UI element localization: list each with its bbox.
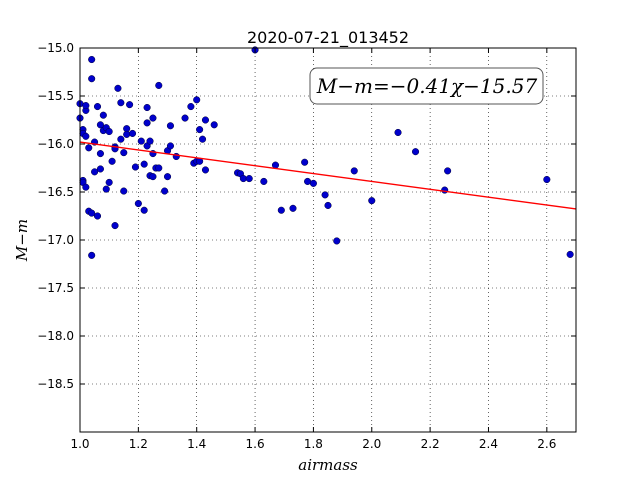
data-point: [93, 103, 102, 111]
data-point: [321, 191, 329, 199]
data-point: [93, 212, 102, 220]
chart-title: 2020-07-21_013452: [247, 28, 409, 48]
data-point: [543, 175, 551, 184]
data-point: [82, 132, 90, 140]
data-point: [82, 183, 90, 191]
x-tick-label: 2.6: [537, 437, 556, 451]
data-point: [140, 206, 148, 214]
y-tick-labels: −15.0 −15.5 −16.0 −16.5 −17.0 −17.5 −18.0 −18.5: [37, 41, 74, 391]
data-point: [324, 201, 332, 209]
data-point: [411, 148, 420, 156]
data-point: [85, 144, 93, 152]
data-point: [444, 167, 452, 175]
x-axis-label: airmass: [298, 456, 358, 474]
data-point: [137, 137, 145, 145]
data-point: [301, 158, 309, 166]
data-point: [88, 251, 96, 259]
data-point: [149, 114, 157, 122]
data-point: [163, 173, 172, 181]
data-point: [289, 204, 297, 212]
x-tick-label: 1.6: [246, 437, 265, 451]
data-point: [117, 135, 125, 143]
y-tick-label: −17.5: [37, 281, 74, 295]
data-point: [99, 111, 107, 119]
x-tick-label: 2.2: [421, 437, 440, 451]
data-point: [161, 187, 169, 195]
data-point: [181, 114, 189, 122]
data-point: [88, 55, 96, 64]
data-point: [193, 96, 201, 104]
x-tick-label: 2.4: [479, 437, 498, 451]
data-point: [88, 209, 96, 217]
data-point: [96, 121, 104, 129]
data-point: [210, 121, 218, 129]
data-point: [105, 178, 113, 186]
data-point: [102, 185, 110, 193]
axis-ticks: [79, 47, 576, 432]
data-point: [91, 168, 99, 176]
data-point: [155, 164, 163, 172]
data-point: [149, 173, 157, 181]
y-tick-label: −17.0: [37, 233, 74, 247]
data-point: [394, 128, 402, 137]
data-point: [108, 157, 116, 165]
data-point: [441, 186, 449, 194]
data-point: [166, 142, 174, 150]
x-tick-label: 1.0: [70, 437, 89, 451]
data-point: [111, 222, 119, 230]
data-point: [166, 122, 174, 130]
x-tick-label: 1.4: [187, 437, 206, 451]
data-point: [88, 75, 96, 83]
data-point: [96, 150, 104, 158]
data-point: [96, 165, 104, 173]
data-point: [143, 103, 151, 112]
y-axis-label: M−m: [13, 219, 31, 262]
annotation-box: [309, 67, 544, 105]
data-point: [105, 127, 113, 136]
data-point: [368, 197, 376, 205]
data-point: [131, 163, 139, 171]
y-tick-label: −16.5: [37, 185, 74, 199]
data-point: [187, 103, 195, 111]
data-point: [201, 116, 210, 124]
data-point: [333, 237, 341, 245]
data-point: [260, 177, 268, 185]
data-point: [277, 206, 285, 214]
data-point: [271, 161, 280, 169]
data-point: [566, 250, 574, 258]
data-point: [82, 102, 90, 110]
data-point: [309, 179, 317, 187]
y-tick-label: −15.5: [37, 89, 74, 103]
data-point: [155, 81, 163, 89]
y-tick-label: −16.0: [37, 137, 74, 151]
annotation-text: M−m=−0.41χ−15.57: [316, 74, 538, 98]
data-point: [123, 130, 131, 138]
data-point: [120, 149, 128, 157]
y-tick-label: −18.0: [37, 329, 74, 343]
fit-annotation: M−m=−0.41χ−15.57: [309, 67, 544, 105]
data-points: [76, 46, 574, 259]
data-point: [201, 166, 210, 174]
data-point: [146, 137, 154, 145]
data-point: [140, 160, 148, 168]
data-point: [117, 99, 125, 107]
x-tick-labels: 1.0 1.2 1.4 1.6 1.8 2.0 2.2 2.4 2.6: [70, 437, 556, 451]
data-point: [128, 129, 137, 137]
data-point: [114, 84, 122, 92]
fit-line: [79, 141, 577, 210]
x-tick-label: 2.0: [362, 437, 381, 451]
data-point: [245, 175, 253, 183]
x-tick-label: 1.8: [304, 437, 323, 451]
data-point: [143, 119, 151, 127]
data-point: [350, 167, 358, 175]
y-tick-label: −15.0: [37, 41, 74, 55]
data-point: [198, 135, 207, 143]
data-point: [134, 199, 142, 208]
x-tick-label: 1.2: [129, 437, 148, 451]
data-point: [126, 101, 134, 109]
data-point: [120, 187, 128, 195]
data-point: [196, 126, 204, 134]
y-tick-label: −18.5: [37, 377, 74, 391]
